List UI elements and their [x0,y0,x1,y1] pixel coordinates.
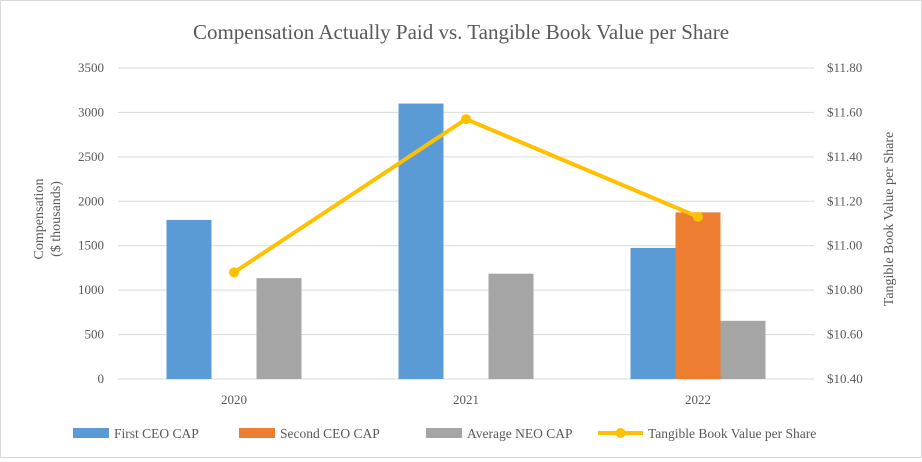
bar-average-neo-cap-2021 [488,273,534,379]
left-tick-label: 0 [98,371,105,386]
bar-first-ceo-cap-2021 [398,103,444,380]
tbv-line-series [229,114,703,278]
left-tick-label: 2500 [78,149,104,164]
right-tick-label: $10.80 [827,282,863,297]
bar-first-ceo-cap-2020 [166,219,212,379]
right-tick-label: $11.40 [827,149,862,164]
right-tick-label: $11.60 [827,104,862,119]
left-tick-label: 500 [85,327,105,342]
x-tick-label: 2020 [221,392,247,407]
legend-label-first-ceo-cap: First CEO CAP [114,426,199,441]
bars [166,103,766,380]
left-tick-label: 1500 [78,238,104,253]
legend: First CEO CAP Second CEO CAP Average NEO C… [73,426,816,441]
left-tick-label: 3000 [78,104,104,119]
tbv-point-2021 [461,114,471,125]
left-tick-label: 3500 [78,60,104,75]
right-tick-label: $11.20 [827,193,862,208]
tbv-point-2020 [229,267,239,278]
left-axis-title-line1: Compensation [32,179,47,260]
left-tick-label: 1000 [78,282,104,297]
x-axis-ticks: 2020 2021 2022 [221,392,711,407]
right-tick-label: $11.00 [827,238,862,253]
left-axis-ticks: 0 500 1000 1500 2000 2500 3000 3500 [78,60,104,386]
right-tick-label: $10.60 [827,327,863,342]
bar-first-ceo-cap-2022 [630,247,676,379]
bar-average-neo-cap-2020 [256,278,302,379]
legend-label-second-ceo-cap: Second CEO CAP [280,426,380,441]
left-tick-label: 2000 [78,193,104,208]
chart-title: Compensation Actually Paid vs. Tangible … [193,20,729,44]
legend-label-tangible-book-value-per-share: Tangible Book Value per Share [648,426,816,441]
x-tick-label: 2021 [453,392,479,407]
legend-swatch-second-ceo-cap [239,428,275,438]
tbv-line [232,117,700,275]
legend-swatch-average-neo-cap [426,428,462,438]
bar-average-neo-cap-2022 [720,320,766,379]
right-axis-ticks: $10.40 $10.60 $10.80 $11.00 $11.20 $11.40 $11.… [827,60,863,386]
x-tick-label: 2022 [685,392,711,407]
right-axis-title: Tangible Book Value per Share [882,132,897,307]
left-axis-title-line2: ($ thousands) [49,181,64,257]
legend-swatch-first-ceo-cap [73,428,109,438]
gridlines [118,67,814,380]
legend-label-average-neo-cap: Average NEO CAP [467,426,572,441]
right-tick-label: $10.40 [827,371,863,386]
bar-second-ceo-cap-2022 [675,212,721,379]
legend-marker-tangible-book-value-per-share [615,428,626,438]
tbv-point-2022 [693,211,703,222]
right-tick-label: $11.80 [827,60,862,75]
